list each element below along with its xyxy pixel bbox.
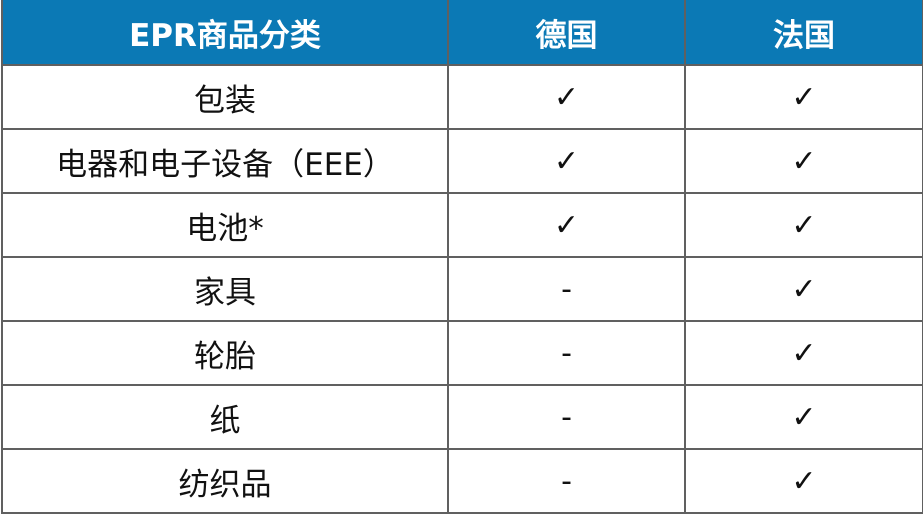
table-row: 纸 - ✓ (1, 384, 923, 450)
cell-germany: - (447, 448, 686, 514)
cell-france: ✓ (684, 384, 923, 450)
cell-france: ✓ (684, 256, 923, 322)
cell-germany: - (447, 256, 686, 322)
cell-category: 轮胎 (1, 320, 449, 386)
cell-germany: - (447, 384, 686, 450)
header-row: EPR商品分类 德国 法国 (1, 0, 923, 66)
cell-france: ✓ (684, 64, 923, 130)
header-france: 法国 (684, 0, 923, 66)
cell-category: 纺织品 (1, 448, 449, 514)
cell-category: 电器和电子设备（EEE） (1, 128, 449, 194)
table-row: 电器和电子设备（EEE） ✓ ✓ (1, 128, 923, 194)
cell-category: 包装 (1, 64, 449, 130)
cell-germany: ✓ (447, 128, 686, 194)
cell-category: 纸 (1, 384, 449, 450)
table-row: 轮胎 - ✓ (1, 320, 923, 386)
cell-france: ✓ (684, 448, 923, 514)
table-row: 电池* ✓ ✓ (1, 192, 923, 258)
cell-germany: ✓ (447, 64, 686, 130)
header-germany: 德国 (447, 0, 686, 66)
cell-france: ✓ (684, 320, 923, 386)
cell-france: ✓ (684, 192, 923, 258)
cell-germany: - (447, 320, 686, 386)
cell-category: 电池* (1, 192, 449, 258)
table-row: 包装 ✓ ✓ (1, 64, 923, 130)
cell-france: ✓ (684, 128, 923, 194)
header-category: EPR商品分类 (1, 0, 449, 66)
epr-category-table: EPR商品分类 德国 法国 包装 ✓ ✓ 电器和电子设备（EEE） ✓ ✓ 电池* ✓ ✓ 家具 -… (1, 0, 923, 514)
table-row: 家具 - ✓ (1, 256, 923, 322)
cell-germany: ✓ (447, 192, 686, 258)
cell-category: 家具 (1, 256, 449, 322)
table-row: 纺织品 - ✓ (1, 448, 923, 514)
